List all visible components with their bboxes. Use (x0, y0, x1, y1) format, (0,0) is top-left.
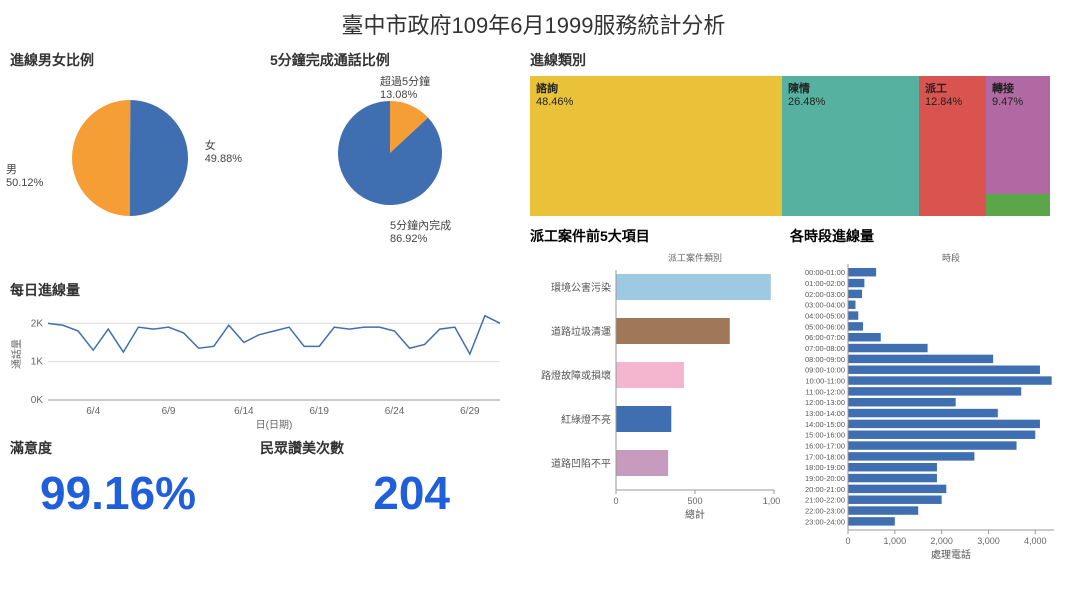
svg-text:0K: 0K (31, 395, 44, 406)
svg-text:道路垃圾清運: 道路垃圾清運 (551, 325, 611, 338)
svg-text:環境公害污染: 環境公害污染 (551, 281, 611, 294)
svg-text:22:00-23:00: 22:00-23:00 (805, 507, 845, 516)
top5-title: 派工案件前5大項目 (530, 226, 780, 246)
svg-text:6/9: 6/9 (162, 406, 176, 417)
completion-under5-label: 5分鐘內完成86.92% (390, 220, 451, 246)
gender-pie-panel: 進線男女比例 男50.12% 女49.88% (0, 44, 260, 274)
daily-line-title: 每日進線量 (10, 280, 510, 300)
svg-text:20:00-21:00: 20:00-21:00 (805, 485, 845, 494)
svg-text:16:00-17:00: 16:00-17:00 (805, 442, 845, 451)
svg-text:時段: 時段 (942, 252, 960, 263)
svg-text:路燈故障或損壞: 路燈故障或損壞 (541, 369, 611, 382)
svg-text:01:00-02:00: 01:00-02:00 (805, 279, 845, 288)
svg-text:6/4: 6/4 (86, 406, 100, 417)
svg-text:09:00-10:00: 09:00-10:00 (805, 366, 845, 375)
svg-text:10:00-11:00: 10:00-11:00 (806, 377, 845, 386)
treemap-cell: 陳情26.48% (782, 76, 919, 216)
svg-text:00:00-01:00: 00:00-01:00 (805, 268, 845, 277)
svg-text:道路凹陷不平: 道路凹陷不平 (551, 457, 611, 470)
svg-text:2K: 2K (31, 318, 44, 329)
svg-text:紅綠燈不亮: 紅綠燈不亮 (561, 413, 611, 426)
svg-text:6/14: 6/14 (234, 406, 254, 417)
hourly-chart: 時段 00:00-01:00 01:00-02:00 02:00-03:00 03:00… (790, 250, 1060, 560)
svg-text:4,000: 4,000 (1024, 536, 1047, 546)
svg-text:15:00-16:00: 15:00-16:00 (805, 431, 845, 440)
completion-pie-chart (325, 88, 455, 218)
treemap-chart: 諮詢48.46%陳情26.48%派工12.84%轉接9.47% (530, 76, 1050, 216)
kpi-praise: 民眾讚美次數 204 (260, 438, 510, 520)
treemap-cell: 派工12.84% (919, 76, 986, 216)
gender-female-label: 女49.88% (205, 140, 242, 166)
page-title: 臺中市政府109年6月1999服務統計分析 (0, 0, 1067, 44)
kpi-praise-value: 204 (260, 466, 510, 520)
top5-panel: 派工案件前5大項目 派工案件類別環境公害污染道路垃圾清運路燈故障或損壞紅綠燈不亮… (530, 226, 780, 565)
svg-text:日(日期): 日(日期) (256, 419, 293, 430)
completion-over5-label: 超過5分鐘13.08% (380, 76, 430, 102)
gender-pie-chart (60, 88, 200, 228)
svg-text:處理電話: 處理電話 (931, 548, 971, 560)
kpi-satisfaction-title: 滿意度 (10, 438, 260, 458)
kpi-satisfaction-value: 99.16% (10, 466, 260, 520)
treemap-cell: 諮詢48.46% (530, 76, 782, 216)
svg-text:14:00-15:00: 14:00-15:00 (805, 420, 845, 429)
treemap-panel: 進線類別 諮詢48.46%陳情26.48%派工12.84%轉接9.47% (520, 44, 1067, 216)
gender-pie-title: 進線男女比例 (10, 50, 250, 70)
svg-text:23:00-24:00: 23:00-24:00 (805, 517, 845, 526)
treemap-title: 進線類別 (530, 50, 1057, 70)
svg-text:06:00-07:00: 06:00-07:00 (805, 333, 845, 342)
svg-text:0: 0 (613, 496, 618, 506)
svg-text:6/24: 6/24 (385, 406, 405, 417)
svg-text:6/29: 6/29 (460, 406, 480, 417)
hourly-panel: 各時段進線量 時段 00:00-01:00 01:00-02:00 02:00-03:… (790, 226, 1060, 565)
svg-text:19:00-20:00: 19:00-20:00 (805, 474, 845, 483)
svg-text:07:00-08:00: 07:00-08:00 (805, 344, 845, 353)
svg-text:3,000: 3,000 (977, 536, 1000, 546)
daily-line-chart: 0K 1K 2K 通話量 6/4 6/9 6/14 6/19 6/24 6/29 日(日期) (10, 300, 510, 430)
gender-male-label: 男50.12% (6, 164, 43, 190)
svg-text:08:00-09:00: 08:00-09:00 (805, 355, 845, 364)
svg-text:02:00-03:00: 02:00-03:00 (805, 290, 845, 299)
svg-text:1K: 1K (31, 357, 44, 368)
svg-text:0: 0 (845, 536, 850, 546)
svg-text:17:00-18:00: 17:00-18:00 (805, 452, 845, 461)
completion-pie-panel: 5分鐘完成通話比例 超過5分鐘13.08% 5分鐘內完成86.92% (260, 44, 520, 274)
hourly-title: 各時段進線量 (790, 226, 1060, 246)
treemap-cell (986, 194, 1050, 216)
svg-text:03:00-04:00: 03:00-04:00 (805, 301, 845, 310)
daily-line-panel: 每日進線量 0K 1K 2K 通話量 6/4 6/9 6/14 6/19 6/24 6/29 日(日… (0, 274, 520, 434)
svg-text:6/19: 6/19 (309, 406, 329, 417)
kpi-satisfaction: 滿意度 99.16% (10, 438, 260, 520)
svg-text:05:00-06:00: 05:00-06:00 (805, 322, 845, 331)
svg-text:2,000: 2,000 (930, 536, 953, 546)
svg-text:11:00-12:00: 11:00-12:00 (806, 387, 845, 396)
svg-text:21:00-22:00: 21:00-22:00 (805, 496, 845, 505)
svg-text:13:00-14:00: 13:00-14:00 (805, 409, 845, 418)
svg-text:12:00-13:00: 12:00-13:00 (805, 398, 845, 407)
completion-pie-title: 5分鐘完成通話比例 (270, 50, 510, 70)
svg-text:18:00-19:00: 18:00-19:00 (805, 463, 845, 472)
svg-text:1,000: 1,000 (884, 536, 907, 546)
svg-text:04:00-05:00: 04:00-05:00 (805, 312, 845, 321)
treemap-cell: 轉接9.47% (986, 76, 1050, 194)
svg-text:派工案件類別: 派工案件類別 (668, 252, 722, 263)
svg-text:總計: 總計 (685, 508, 705, 521)
top5-chart: 派工案件類別環境公害污染道路垃圾清運路燈故障或損壞紅綠燈不亮道路凹陷不平 0 500… (530, 250, 780, 560)
kpi-praise-title: 民眾讚美次數 (260, 438, 510, 458)
svg-text:1,000: 1,000 (763, 496, 780, 506)
svg-text:通話量: 通話量 (10, 339, 23, 369)
svg-text:500: 500 (687, 496, 702, 506)
